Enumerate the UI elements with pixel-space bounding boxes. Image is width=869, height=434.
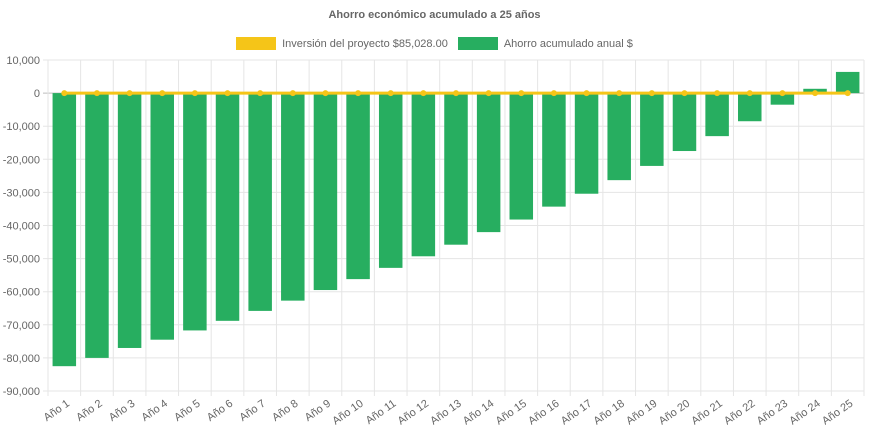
legend-item-savings[interactable]: Ahorro acumulado anual $ <box>457 37 633 50</box>
investment-point-20 <box>681 90 688 97</box>
x-tick-label: Año 4 <box>140 398 170 424</box>
bar-8 <box>281 93 305 301</box>
x-tick-label: Año 2 <box>74 398 104 424</box>
x-tick-label: Año 23 <box>755 398 790 428</box>
x-tick-label: Año 9 <box>303 398 333 424</box>
x-tick-label: Año 20 <box>657 398 692 428</box>
legend-item-investment[interactable]: Inversión del proyecto $85,028.00 <box>236 37 448 50</box>
investment-point-9 <box>322 90 329 97</box>
bar-3 <box>117 93 142 348</box>
investment-point-21 <box>714 90 721 97</box>
bar-9 <box>313 93 338 291</box>
investment-point-7 <box>257 90 264 97</box>
x-tick-label: Año 5 <box>172 398 202 424</box>
investment-point-10 <box>355 90 362 97</box>
legend-swatch-savings <box>457 37 498 50</box>
chart-title: Ahorro económico acumulado a 25 años <box>328 9 541 21</box>
investment-point-17 <box>583 90 590 97</box>
x-tick-label: Año 13 <box>428 398 463 428</box>
y-tick-label: -50,000 <box>3 254 40 266</box>
x-tick-label: Año 21 <box>689 398 724 428</box>
bar-15 <box>509 93 534 220</box>
y-tick-label: -90,000 <box>3 386 40 398</box>
bar-17 <box>574 93 599 194</box>
x-tick-label: Año 12 <box>396 398 431 428</box>
x-tick-label: Año 24 <box>787 398 822 428</box>
x-tick-label: Año 1 <box>42 398 72 424</box>
x-tick-label: Año 18 <box>591 398 626 428</box>
x-tick-label: Año 19 <box>624 398 659 428</box>
investment-point-25 <box>844 90 851 97</box>
y-tick-label: -10,000 <box>3 121 40 133</box>
y-tick-label: -80,000 <box>3 353 40 365</box>
investment-point-4 <box>159 90 166 97</box>
investment-point-8 <box>289 90 296 97</box>
bar-11 <box>378 93 403 268</box>
bar-22 <box>738 93 762 122</box>
investment-point-12 <box>420 90 427 97</box>
investment-point-6 <box>224 90 231 97</box>
bar-13 <box>444 93 468 245</box>
bar-23 <box>770 93 795 105</box>
legend-swatch-investment <box>236 37 277 50</box>
bar-25 <box>835 71 860 94</box>
investment-point-18 <box>616 90 623 97</box>
investment-point-22 <box>746 90 753 97</box>
bar-21 <box>705 93 729 137</box>
x-tick-label: Año 6 <box>205 398 235 424</box>
investment-point-1 <box>61 90 68 97</box>
investment-point-11 <box>387 90 394 97</box>
bar-5 <box>183 93 207 331</box>
y-tick-label: -70,000 <box>3 320 40 332</box>
x-tick-label: Año 8 <box>270 398 300 424</box>
investment-point-15 <box>518 90 525 97</box>
y-tick-label: -60,000 <box>3 287 40 299</box>
legend-label-investment: Inversión del proyecto $85,028.00 <box>282 37 448 50</box>
investment-point-2 <box>93 90 100 97</box>
x-tick-label: Año 10 <box>330 398 365 428</box>
x-tick-label: Año 14 <box>461 398 496 428</box>
bar-12 <box>411 93 436 257</box>
y-tick-label: 10,000 <box>6 55 40 67</box>
investment-point-5 <box>191 90 198 97</box>
x-tick-label: Año 22 <box>722 398 757 428</box>
bar-14 <box>476 93 501 233</box>
investment-point-14 <box>485 90 492 97</box>
bar-1 <box>52 93 77 367</box>
investment-point-3 <box>126 90 133 97</box>
investment-point-23 <box>779 90 786 97</box>
x-tick-label: Año 25 <box>820 398 855 428</box>
bar-10 <box>346 93 370 280</box>
x-tick-label: Año 11 <box>364 398 399 427</box>
investment-point-13 <box>453 90 459 97</box>
bar-18 <box>607 93 631 181</box>
bar-7 <box>248 93 272 311</box>
bar-2 <box>85 93 109 358</box>
y-tick-label: 0 <box>34 88 40 100</box>
investment-point-16 <box>550 90 557 97</box>
y-tick-label: -30,000 <box>3 187 40 199</box>
bar-4 <box>150 93 174 340</box>
y-tick-label: -40,000 <box>3 221 40 233</box>
y-tick-label: -20,000 <box>3 154 40 166</box>
bar-20 <box>672 93 697 152</box>
x-tick-label: Año 15 <box>494 398 529 428</box>
legend: Inversión del proyecto $85,028.00 Ahorro… <box>0 37 869 50</box>
investment-point-24 <box>812 90 819 97</box>
x-tick-label: Año 16 <box>526 398 561 428</box>
legend-label-savings: Ahorro acumulado anual $ <box>503 37 633 50</box>
x-tick-label: Año 3 <box>107 398 137 424</box>
bar-16 <box>542 93 566 207</box>
x-tick-label: Año 7 <box>237 398 267 424</box>
bar-19 <box>640 93 664 166</box>
x-tick-label: Año 17 <box>559 398 594 428</box>
bar-6 <box>215 93 240 321</box>
investment-point-19 <box>648 90 655 97</box>
